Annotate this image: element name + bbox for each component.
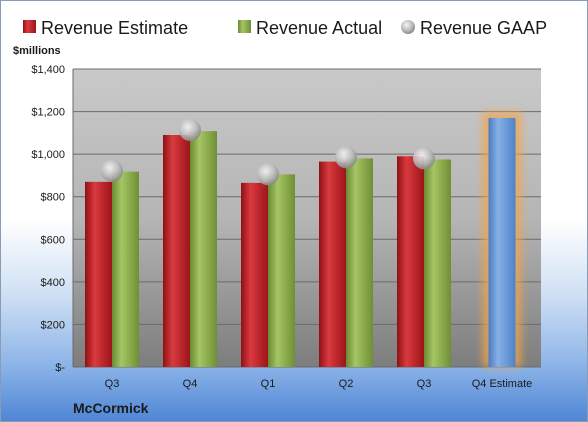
legend: Revenue Estimate Revenue Actual Revenue … bbox=[23, 18, 547, 38]
y-unit-label: $millions bbox=[13, 45, 61, 57]
x-tick-label: Q3 bbox=[417, 378, 432, 390]
y-tick-label: $600 bbox=[41, 234, 65, 246]
y-tick-label: $200 bbox=[41, 319, 65, 331]
revenue-actual-bar bbox=[424, 159, 451, 367]
legend-item-estimate: Revenue Estimate bbox=[23, 18, 188, 38]
y-tick-label: $800 bbox=[41, 192, 65, 204]
x-axis-ticks: Q3 Q4 Q1 Q2 Q3 Q4 Estimate bbox=[105, 378, 533, 390]
revenue-estimate-bar bbox=[163, 134, 190, 367]
x-tick-label: Q4 bbox=[183, 378, 198, 390]
company-name: McCormick bbox=[73, 400, 149, 416]
legend-marker-gaap bbox=[401, 20, 415, 34]
x-tick-label: Q4 Estimate bbox=[472, 378, 533, 390]
legend-label-gaap: Revenue GAAP bbox=[420, 18, 547, 38]
legend-item-gaap: Revenue GAAP bbox=[401, 18, 547, 38]
revenue-gaap-marker bbox=[257, 163, 279, 186]
x-tick-label: Q1 bbox=[261, 378, 276, 390]
revenue-actual-bar bbox=[346, 158, 373, 367]
revenue-actual-bar bbox=[268, 174, 295, 367]
y-tick-label: $400 bbox=[41, 277, 65, 289]
revenue-gaap-marker bbox=[413, 147, 435, 170]
legend-label-estimate: Revenue Estimate bbox=[41, 18, 188, 38]
revenue-estimate-bar bbox=[241, 182, 268, 367]
plot-area bbox=[73, 69, 541, 367]
x-tick-label: Q2 bbox=[339, 378, 354, 390]
bars bbox=[85, 111, 522, 367]
y-tick-label: $1,200 bbox=[31, 107, 65, 119]
revenue-gaap-marker bbox=[335, 146, 357, 169]
legend-swatch-actual bbox=[238, 20, 251, 33]
x-tick-label: Q3 bbox=[105, 378, 120, 390]
y-tick-label: $1,000 bbox=[31, 149, 65, 161]
revenue-actual-bar bbox=[190, 131, 217, 367]
revenue-gaap-marker bbox=[101, 159, 123, 182]
legend-item-actual: Revenue Actual bbox=[238, 18, 382, 38]
revenue-gaap-marker bbox=[179, 119, 201, 142]
gaap-markers bbox=[101, 119, 435, 186]
legend-label-actual: Revenue Actual bbox=[256, 18, 382, 38]
revenue-estimate-bar bbox=[397, 156, 424, 367]
revenue-estimate-bar bbox=[85, 181, 112, 367]
y-tick-label: $- bbox=[55, 362, 65, 374]
revenue-actual-bar bbox=[112, 171, 139, 367]
revenue-estimate-bar bbox=[319, 161, 346, 367]
legend-swatch-estimate bbox=[23, 20, 36, 33]
y-axis-ticks: $- $200 $400 $600 $800 $1,000 $1,200 $1,400 bbox=[31, 64, 65, 374]
revenue-forecast-bar bbox=[488, 117, 516, 367]
y-tick-label: $1,400 bbox=[31, 64, 65, 76]
gridlines bbox=[72, 68, 541, 368]
